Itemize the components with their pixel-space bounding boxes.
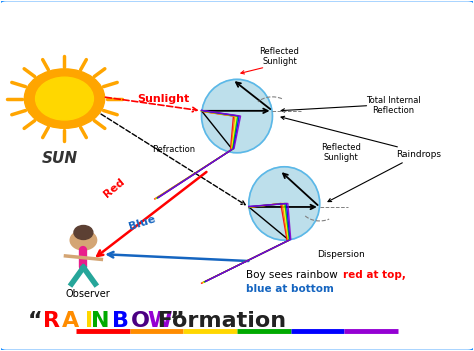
Text: Blue: Blue [128, 214, 157, 232]
Text: Raindrops: Raindrops [396, 150, 441, 159]
Circle shape [74, 225, 93, 239]
Text: “: “ [27, 311, 42, 331]
Text: O: O [131, 311, 150, 331]
Circle shape [36, 77, 93, 120]
Text: W: W [147, 311, 172, 331]
Text: ”: ” [170, 311, 185, 331]
Text: red at top,: red at top, [343, 270, 406, 280]
Text: SUN: SUN [42, 151, 78, 166]
Ellipse shape [249, 167, 319, 240]
Circle shape [70, 230, 97, 250]
Text: Dispersion: Dispersion [317, 250, 365, 259]
Text: Total Internal
Reflection: Total Internal Reflection [365, 96, 420, 115]
Text: Reflected
Sunlight: Reflected Sunlight [321, 143, 361, 163]
Text: N: N [91, 311, 109, 331]
Text: R: R [43, 311, 60, 331]
Text: Formation: Formation [150, 311, 286, 331]
Text: Sunlight: Sunlight [137, 94, 190, 104]
Text: Red: Red [102, 176, 127, 199]
Text: Refraction: Refraction [152, 145, 195, 154]
Ellipse shape [201, 79, 273, 153]
Text: blue at bottom: blue at bottom [246, 284, 334, 294]
Text: A: A [62, 311, 79, 331]
Text: Observer: Observer [66, 289, 110, 299]
Text: B: B [112, 311, 129, 331]
Circle shape [24, 69, 105, 128]
Text: Reflected
Sunlight: Reflected Sunlight [260, 47, 300, 66]
Text: I: I [85, 311, 93, 331]
Text: Boy sees rainbow: Boy sees rainbow [246, 270, 341, 280]
